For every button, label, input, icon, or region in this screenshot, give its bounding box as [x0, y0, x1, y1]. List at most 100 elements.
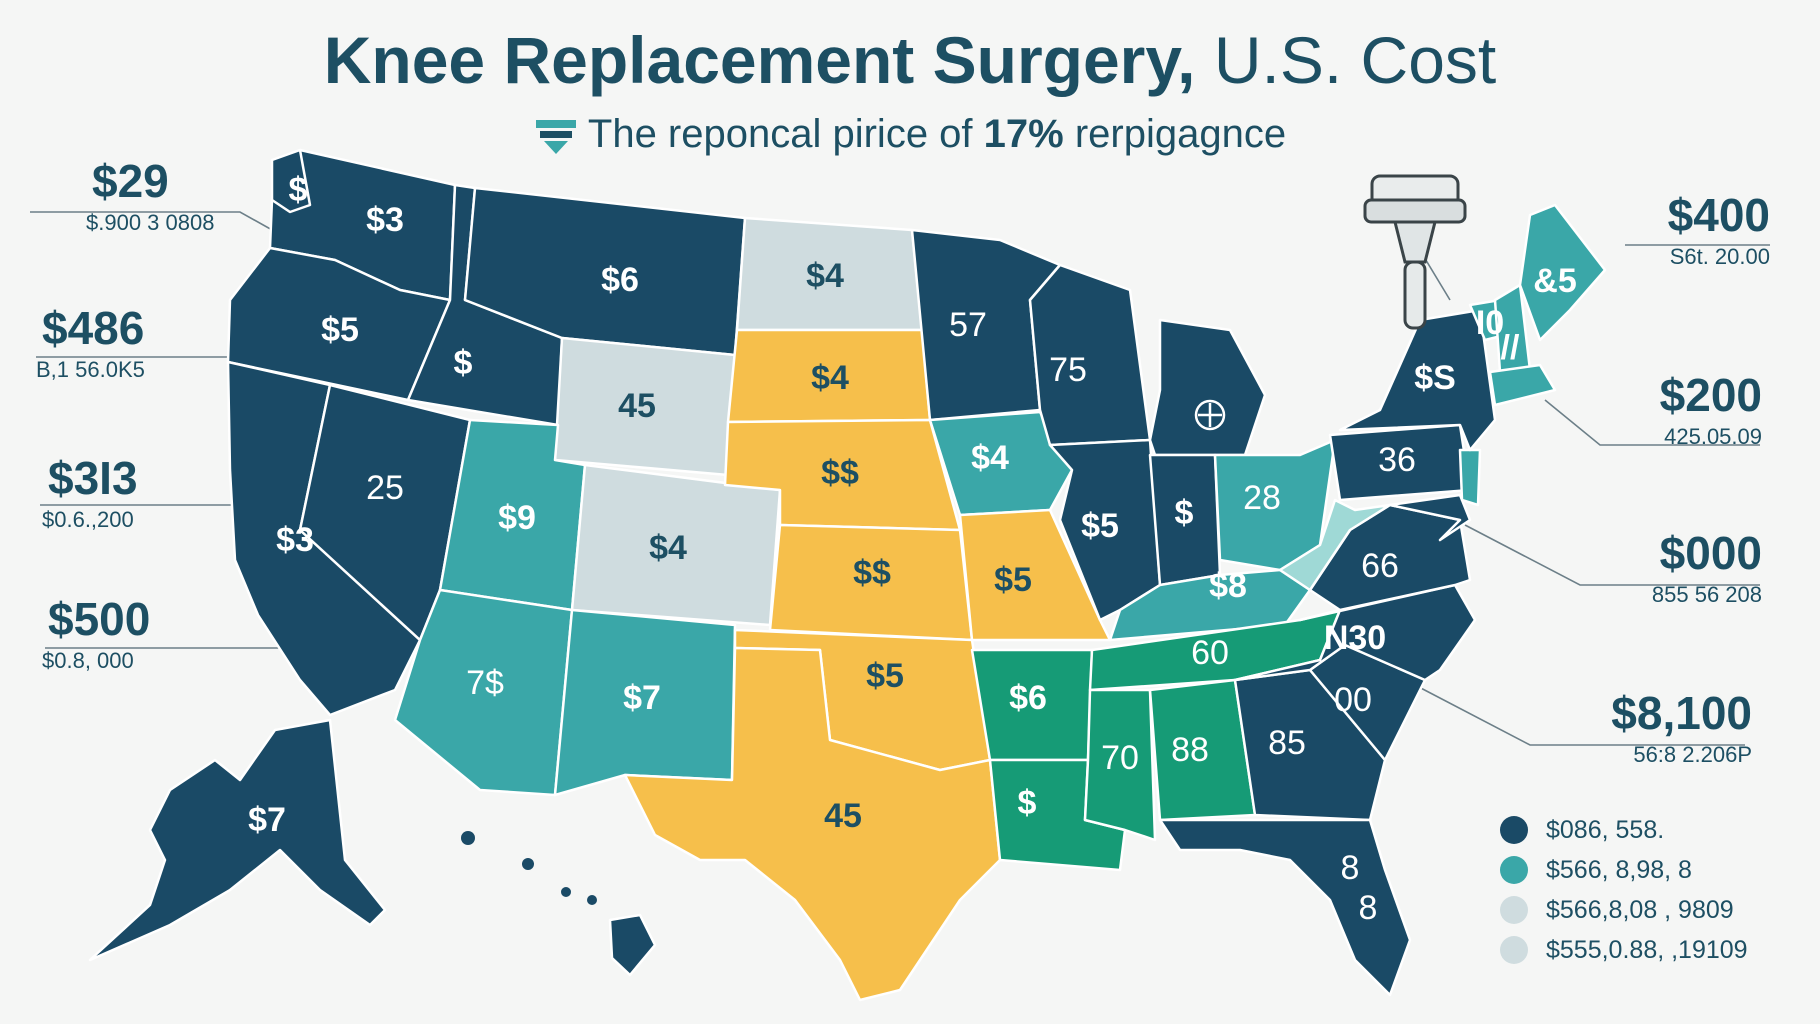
legend-label: $086, 558.	[1546, 815, 1665, 844]
state-label-ks: $$	[853, 554, 891, 592]
legend-swatch	[1500, 856, 1528, 884]
legend-item: $086, 558.	[1500, 810, 1748, 850]
state-label-sd: $4	[811, 359, 849, 397]
state-ak[interactable]	[88, 718, 387, 962]
state-label-ut: $9	[498, 499, 536, 537]
labels-layer: $3$$5$325$$645$9$47$ $7$4$4$$$$$54557$4$5…	[248, 171, 1577, 927]
legend-label: $566,8,08 , 9809	[1546, 895, 1734, 924]
state-label-ms: 70	[1101, 739, 1139, 777]
legend-swatch	[1500, 816, 1528, 844]
callout-value: $200	[1659, 369, 1762, 421]
states-layer	[88, 148, 1607, 1002]
state-mi[interactable]	[1148, 318, 1267, 457]
state-label-ar: $6	[1009, 679, 1047, 717]
state-label-wa_top: $	[289, 171, 308, 209]
state-wi[interactable]	[1028, 263, 1152, 447]
legend-item: $566,8,08 , 9809	[1500, 890, 1748, 930]
state-label-nh: //	[1501, 329, 1520, 367]
state-wa-top[interactable]	[270, 148, 312, 214]
state-label-me: &5	[1533, 262, 1576, 300]
subtitle-bold: 17%	[983, 112, 1064, 156]
state-ny[interactable]	[1338, 308, 1497, 452]
state-label-ny: $S	[1414, 359, 1456, 397]
callout-left-3: $3I3 $0.6.,200	[42, 455, 138, 533]
state-hi[interactable]	[608, 913, 657, 977]
island-dot	[561, 887, 571, 897]
state-nc[interactable]	[1233, 583, 1477, 682]
leader-line	[1544, 399, 1760, 446]
state-label-or: $5	[321, 311, 359, 349]
state-label-wy: 45	[618, 387, 656, 425]
callout-value: $400	[1667, 189, 1770, 241]
callout-left-1: $29 $.900 3 0808	[86, 155, 214, 236]
state-label-il: $5	[1081, 507, 1119, 545]
state-label-fl2: 8	[1359, 889, 1378, 927]
legend-swatch	[1500, 936, 1528, 964]
callout-sub: $0.6.,200	[42, 507, 134, 532]
callout-value: $8,100	[1611, 687, 1752, 739]
state-wv[interactable]	[1278, 498, 1392, 592]
state-label-tn: 60	[1191, 634, 1229, 672]
callout-sub: 425.05.09	[1664, 424, 1762, 449]
state-label-ia: $4	[971, 439, 1009, 477]
state-ia[interactable]	[928, 410, 1074, 517]
state-label-ky: $8	[1209, 567, 1247, 605]
state-label-wa: $3	[366, 201, 404, 239]
callout-value: $000	[1659, 527, 1762, 579]
state-label-tx: 45	[824, 797, 862, 835]
state-label-mn: 57	[949, 306, 987, 344]
map-subtitle: The reponcal pirice of 17% rerpigagnce	[0, 112, 1820, 157]
state-label-ga: 85	[1268, 724, 1306, 762]
state-label-id: $	[454, 344, 473, 382]
island-dot	[587, 895, 597, 905]
legend-item: $566, 8,98, 8	[1500, 850, 1748, 890]
state-nj[interactable]	[1458, 448, 1482, 507]
state-label-wi: 75	[1049, 351, 1087, 389]
state-label-la: $	[1018, 784, 1037, 822]
title-bold: Knee Replacement Surgery,	[323, 23, 1196, 97]
callout-right-1: $400 S6t. 20.00	[1668, 192, 1770, 270]
state-me[interactable]	[1518, 203, 1607, 342]
state-label-az: 7$	[466, 664, 504, 702]
state-label-ne: $$	[821, 454, 859, 492]
state-label-ok: $5	[866, 657, 904, 695]
state-label-va: 66	[1361, 547, 1399, 585]
island-dot	[461, 831, 475, 845]
callout-value: $500	[48, 593, 151, 645]
legend-label: $566, 8,98, 8	[1546, 855, 1692, 884]
state-label-al: 88	[1171, 731, 1209, 769]
callout-sub: $0.8, 000	[42, 648, 134, 673]
state-label-vt: I0	[1476, 304, 1504, 342]
state-mo[interactable]	[958, 508, 1112, 642]
state-label-pa: 36	[1378, 441, 1416, 479]
callout-left-4: $500 $0.8, 000	[42, 593, 151, 674]
state-label-mt: $6	[601, 261, 639, 299]
state-fl[interactable]	[1158, 818, 1412, 997]
state-tx[interactable]	[623, 646, 1002, 1002]
state-label-nd: $4	[806, 257, 844, 295]
state-ma[interactable]	[1488, 363, 1557, 407]
map-title: Knee Replacement Surgery, U.S. Cost	[0, 22, 1820, 98]
state-label-nv: 25	[366, 469, 404, 507]
legend-swatch	[1500, 896, 1528, 924]
islands	[461, 831, 597, 905]
state-label-fl: 8	[1341, 849, 1360, 887]
state-label-mo: $5	[994, 561, 1032, 599]
knee-implant-icon	[1363, 174, 1467, 330]
leader-line	[1464, 524, 1760, 586]
callout-sub: $.900 3 0808	[86, 210, 215, 235]
callout-value: $29	[92, 155, 169, 207]
state-label-ca: $3	[276, 521, 314, 559]
legend-item: $555,0.88, ,19109	[1500, 930, 1748, 970]
legend-label: $555,0.88, ,19109	[1546, 935, 1748, 964]
state-md[interactable]	[1388, 493, 1472, 542]
callout-sub: B,1 56.0K5	[36, 357, 145, 382]
subtitle-post: rerpigagnce	[1063, 112, 1287, 156]
target-icon	[1194, 399, 1226, 431]
map-legend: $086, 558. $566, 8,98, 8 $566,8,08 , 980…	[1500, 810, 1748, 970]
state-label-ak: $7	[248, 801, 286, 839]
triangle-marker-icon	[535, 120, 576, 155]
title-light: U.S. Cost	[1213, 23, 1497, 97]
callout-right-2: $200 425.05.09	[1660, 372, 1762, 450]
callout-sub: 56:8 2.206P	[1633, 742, 1752, 767]
